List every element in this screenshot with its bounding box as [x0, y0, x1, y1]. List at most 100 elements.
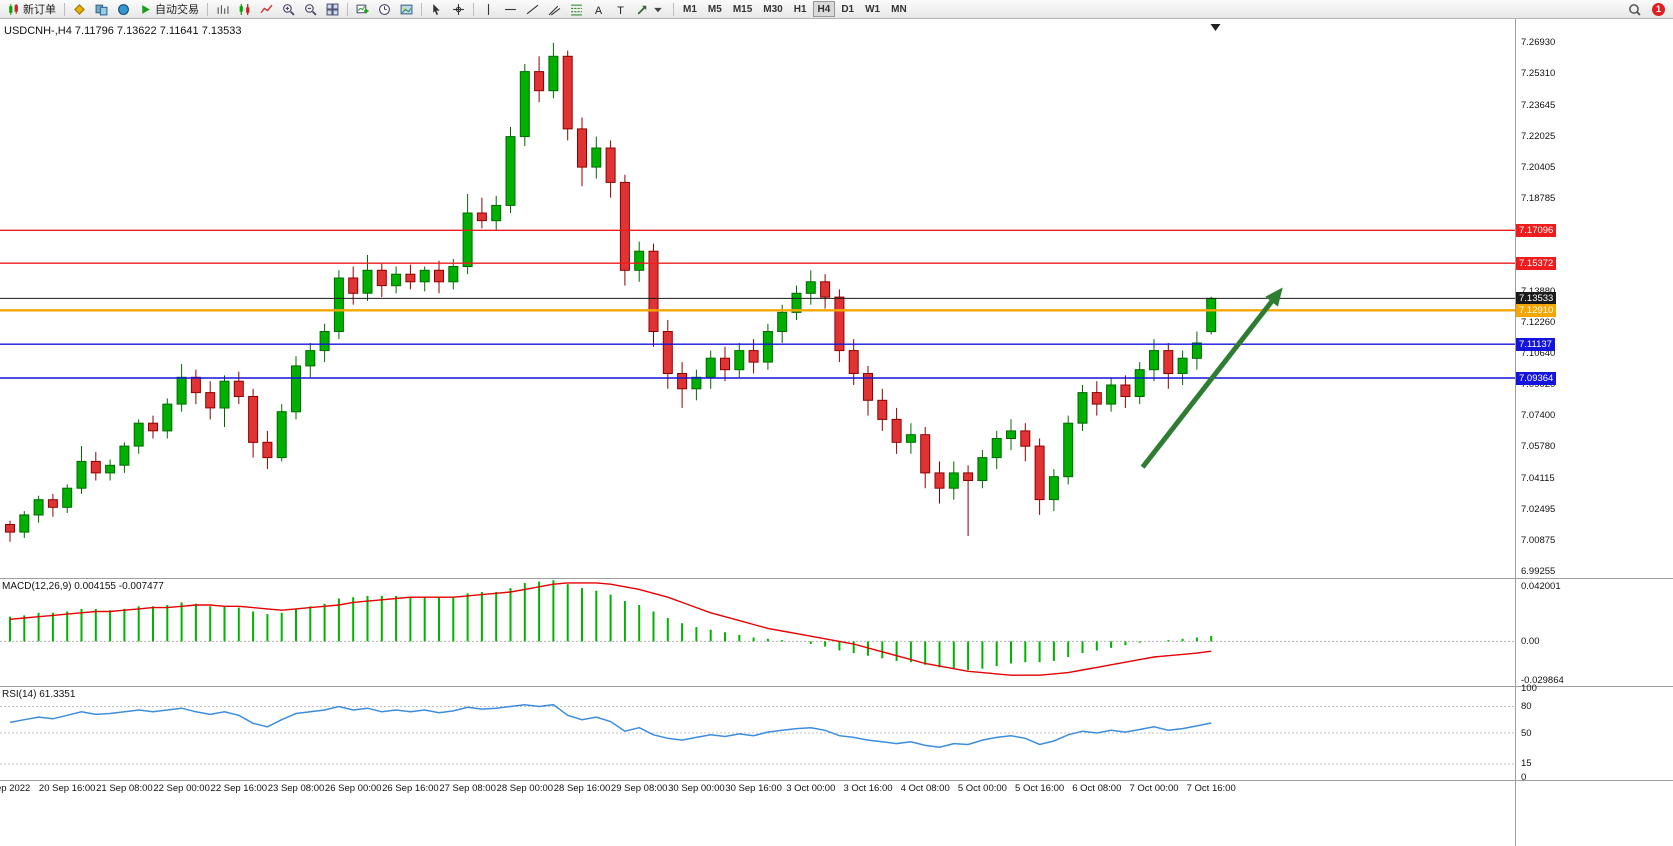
rsi-axis-label: 100 [1521, 683, 1537, 695]
line-chart-button[interactable] [256, 1, 277, 17]
fibonacci-button[interactable] [566, 1, 587, 17]
bear-candle [577, 128, 587, 168]
bull-candle [362, 269, 373, 294]
timeframe-m5-button[interactable]: M5 [703, 1, 727, 17]
bull-candle [219, 380, 230, 409]
toolbar-separator [673, 2, 674, 16]
cursor-button[interactable] [426, 1, 447, 17]
svg-text:A: A [595, 4, 603, 15]
timeframe-h4-button[interactable]: H4 [812, 1, 836, 17]
bull-candle [991, 438, 1002, 459]
bear-candle [90, 460, 101, 474]
bear-candle [233, 380, 244, 398]
macd-axis-label: -0.029864 [1521, 674, 1564, 686]
bull-candle [734, 350, 745, 371]
trend-arrow-shaft[interactable] [1140, 293, 1279, 469]
trend-arrow-head[interactable] [1265, 287, 1283, 307]
current-price-price-badge: 7.13533 [1516, 291, 1557, 305]
timeframe-m15-button[interactable]: M15 [728, 1, 757, 17]
time-axis-label: 27 Sep 08:00 [439, 783, 496, 794]
timeframe-w1-button[interactable]: W1 [860, 1, 885, 17]
time-axis-label: 21 Sep 08:00 [96, 783, 153, 794]
bars-chart-icon [216, 3, 229, 16]
line-chart-icon [260, 3, 273, 16]
bull-candle [762, 331, 773, 363]
price-chart-pane[interactable] [0, 20, 1515, 578]
zoom-out-icon [304, 3, 317, 16]
price-axis-label: 7.18785 [1521, 192, 1556, 204]
vertical-line-button[interactable] [478, 1, 499, 17]
play-icon [139, 3, 152, 16]
pane-separator[interactable] [0, 686, 1673, 687]
timeframe-mn-button[interactable]: MN [886, 1, 912, 17]
market-watch-button[interactable] [91, 1, 112, 17]
time-axis-separator [0, 780, 1673, 781]
zoom-out-button[interactable] [300, 1, 321, 17]
channel-button[interactable] [544, 1, 565, 17]
timeframe-m1-button[interactable]: M1 [678, 1, 702, 17]
bull-candle [176, 376, 187, 405]
new-order-button[interactable]: 新订单 [3, 1, 60, 17]
bear-candle [605, 147, 616, 183]
horizontal-line-button[interactable] [500, 1, 521, 17]
bear-candle [1020, 430, 1031, 447]
notification-badge[interactable]: 1 [1652, 2, 1665, 16]
text-button[interactable]: A [588, 1, 609, 17]
time-axis-label: 28 Sep 16:00 [553, 783, 611, 794]
bull-candle [1191, 342, 1202, 359]
bear-candle [1120, 384, 1131, 397]
toolbar-separator [64, 2, 65, 16]
bear-candle [619, 181, 630, 271]
timeframe-h1-button[interactable]: H1 [789, 1, 812, 17]
bull-candle [1206, 297, 1217, 333]
auto-trading-button[interactable]: 自动交易 [135, 1, 203, 17]
crosshair-button[interactable] [448, 1, 469, 17]
time-axis-label: 30 Sep 16:00 [725, 783, 782, 794]
candlestick-chart-button[interactable] [234, 1, 255, 17]
arrows-button[interactable] [632, 1, 669, 17]
rsi-indicator-pane[interactable] [0, 687, 1515, 779]
down-triangle-marker[interactable] [1210, 24, 1221, 31]
rsi-line [9, 703, 1212, 748]
bull-candle [791, 292, 802, 313]
bull-candle [519, 71, 530, 138]
auto-trading-button-label: 自动交易 [155, 4, 199, 16]
pane-separator[interactable] [0, 578, 1673, 579]
zoom-in-button[interactable] [278, 1, 299, 17]
candle-chart-icon [238, 3, 251, 16]
magnifier-icon [1628, 3, 1641, 16]
tile-windows-button[interactable] [322, 1, 343, 17]
bull-candle [505, 136, 516, 206]
time-axis-label: 28 Sep 00:00 [496, 783, 554, 794]
bear-candle [720, 357, 730, 371]
text-label-button[interactable]: T [610, 1, 631, 17]
time-axis-label: 22 Sep 16:00 [210, 783, 268, 794]
timeframe-m30-button[interactable]: M30 [758, 1, 787, 17]
price-axis-label: 7.04115 [1521, 472, 1555, 484]
bull-candle [319, 331, 330, 352]
bull-candle [1177, 357, 1188, 375]
timeframe-d1-button[interactable]: D1 [836, 1, 859, 17]
price-axis-label: 7.00875 [1521, 534, 1556, 546]
period-button[interactable] [374, 1, 395, 17]
bear-candle [1163, 350, 1174, 375]
trendline-button[interactable] [522, 1, 543, 17]
image-icon [400, 3, 413, 16]
time-axis-label: 3 Oct 16:00 [843, 783, 893, 794]
bull-candle [1077, 392, 1088, 424]
yellow-diamond-icon [73, 3, 86, 16]
crosshair-icon [452, 3, 465, 16]
search-button[interactable] [1624, 1, 1645, 17]
charts-button[interactable] [69, 1, 90, 17]
templates-button[interactable] [396, 1, 417, 17]
bear-candle [1091, 392, 1102, 405]
toolbar-separator [207, 2, 208, 16]
chart-plus-icon [356, 3, 369, 16]
letter-a-icon: A [592, 3, 605, 15]
bar-chart-button[interactable] [212, 1, 233, 17]
new-chart-button[interactable] [352, 1, 373, 17]
macd-indicator-pane[interactable] [0, 579, 1515, 685]
navigator-button[interactable] [113, 1, 134, 17]
bull-candle [1106, 384, 1117, 405]
